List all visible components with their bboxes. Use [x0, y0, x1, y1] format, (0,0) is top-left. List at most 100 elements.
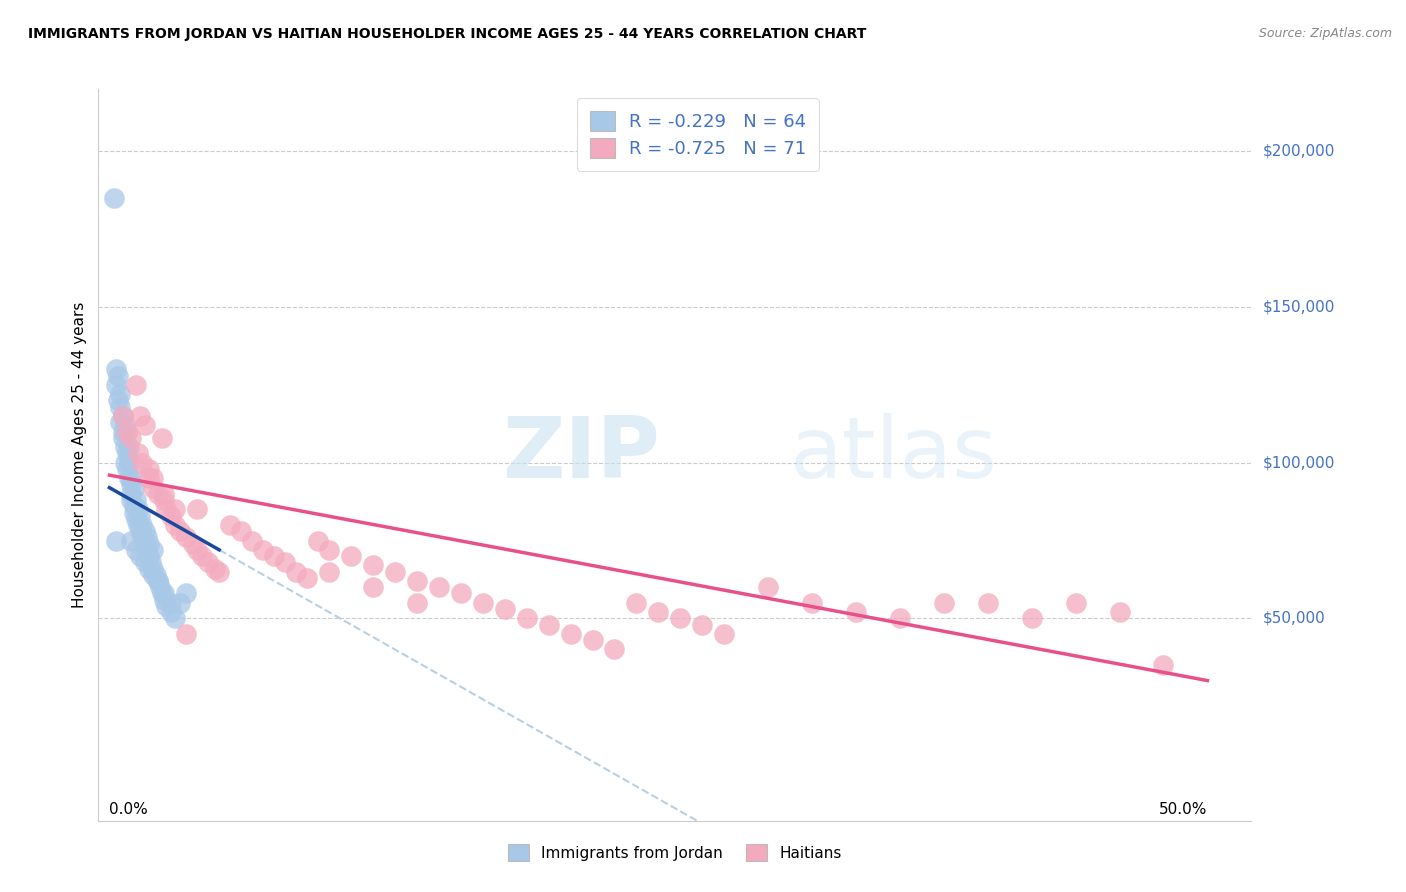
Point: [889, 611, 911, 625]
Point: [153, 493, 176, 508]
Point: [165, 502, 187, 516]
Text: ZIP: ZIP: [502, 413, 659, 497]
Point: [114, 418, 136, 433]
Point: [120, 431, 142, 445]
Point: [307, 533, 329, 548]
Point: [111, 409, 134, 423]
Point: [160, 508, 183, 523]
Point: [129, 524, 152, 538]
Point: [110, 387, 132, 401]
Point: [114, 440, 136, 454]
Point: [516, 611, 538, 625]
Point: [190, 549, 212, 563]
Point: [219, 518, 242, 533]
Point: [115, 425, 138, 439]
Point: [160, 596, 183, 610]
Point: [142, 542, 165, 557]
Point: [361, 580, 384, 594]
Point: [150, 431, 173, 445]
Point: [1108, 605, 1130, 619]
Point: [118, 471, 141, 485]
Point: [160, 605, 183, 619]
Point: [142, 481, 165, 495]
Point: [122, 506, 145, 520]
Point: [111, 425, 134, 439]
Point: [1064, 596, 1087, 610]
Point: [274, 555, 297, 569]
Point: [153, 592, 176, 607]
Point: [142, 561, 165, 575]
Point: [134, 418, 156, 433]
Point: [131, 530, 153, 544]
Point: [104, 533, 127, 548]
Point: [977, 596, 1000, 610]
Point: [129, 508, 152, 523]
Point: [134, 555, 156, 569]
Point: [135, 530, 157, 544]
Point: [669, 611, 692, 625]
Point: [110, 415, 132, 429]
Point: [120, 471, 142, 485]
Point: [146, 574, 169, 588]
Point: [146, 487, 169, 501]
Point: [111, 431, 134, 445]
Point: [120, 533, 142, 548]
Point: [174, 530, 197, 544]
Point: [145, 567, 167, 582]
Point: [647, 605, 669, 619]
Point: [125, 377, 148, 392]
Point: [450, 586, 472, 600]
Point: [142, 567, 165, 582]
Point: [204, 561, 226, 575]
Point: [626, 596, 648, 610]
Point: [560, 627, 582, 641]
Point: [120, 487, 142, 501]
Point: [186, 502, 208, 516]
Point: [494, 602, 516, 616]
Point: [1021, 611, 1043, 625]
Point: [138, 471, 160, 485]
Point: [146, 574, 169, 588]
Point: [285, 565, 308, 579]
Point: [932, 596, 955, 610]
Point: [149, 580, 172, 594]
Point: [153, 487, 176, 501]
Point: [120, 493, 142, 508]
Point: [118, 440, 141, 454]
Text: atlas: atlas: [790, 413, 998, 497]
Point: [692, 617, 714, 632]
Point: [340, 549, 363, 563]
Text: 50.0%: 50.0%: [1159, 802, 1208, 817]
Point: [111, 409, 134, 423]
Point: [142, 471, 165, 485]
Point: [129, 549, 152, 563]
Point: [165, 518, 187, 533]
Point: [197, 555, 219, 569]
Point: [405, 574, 427, 588]
Point: [107, 368, 129, 383]
Point: [165, 611, 187, 625]
Point: [295, 571, 318, 585]
Point: [174, 586, 197, 600]
Y-axis label: Householder Income Ages 25 - 44 years: Householder Income Ages 25 - 44 years: [72, 301, 87, 608]
Point: [153, 586, 176, 600]
Point: [1153, 658, 1175, 673]
Point: [115, 425, 138, 439]
Point: [104, 362, 127, 376]
Text: $100,000: $100,000: [1263, 455, 1336, 470]
Point: [135, 542, 157, 557]
Point: [169, 524, 191, 538]
Point: [125, 542, 148, 557]
Point: [174, 627, 197, 641]
Text: IMMIGRANTS FROM JORDAN VS HAITIAN HOUSEHOLDER INCOME AGES 25 - 44 YEARS CORRELAT: IMMIGRANTS FROM JORDAN VS HAITIAN HOUSEH…: [28, 27, 866, 41]
Point: [125, 512, 148, 526]
Point: [537, 617, 560, 632]
Text: 0.0%: 0.0%: [110, 802, 148, 817]
Point: [114, 456, 136, 470]
Point: [120, 477, 142, 491]
Point: [756, 580, 779, 594]
Point: [125, 493, 148, 508]
Text: $150,000: $150,000: [1263, 300, 1336, 315]
Point: [115, 446, 138, 460]
Point: [581, 633, 603, 648]
